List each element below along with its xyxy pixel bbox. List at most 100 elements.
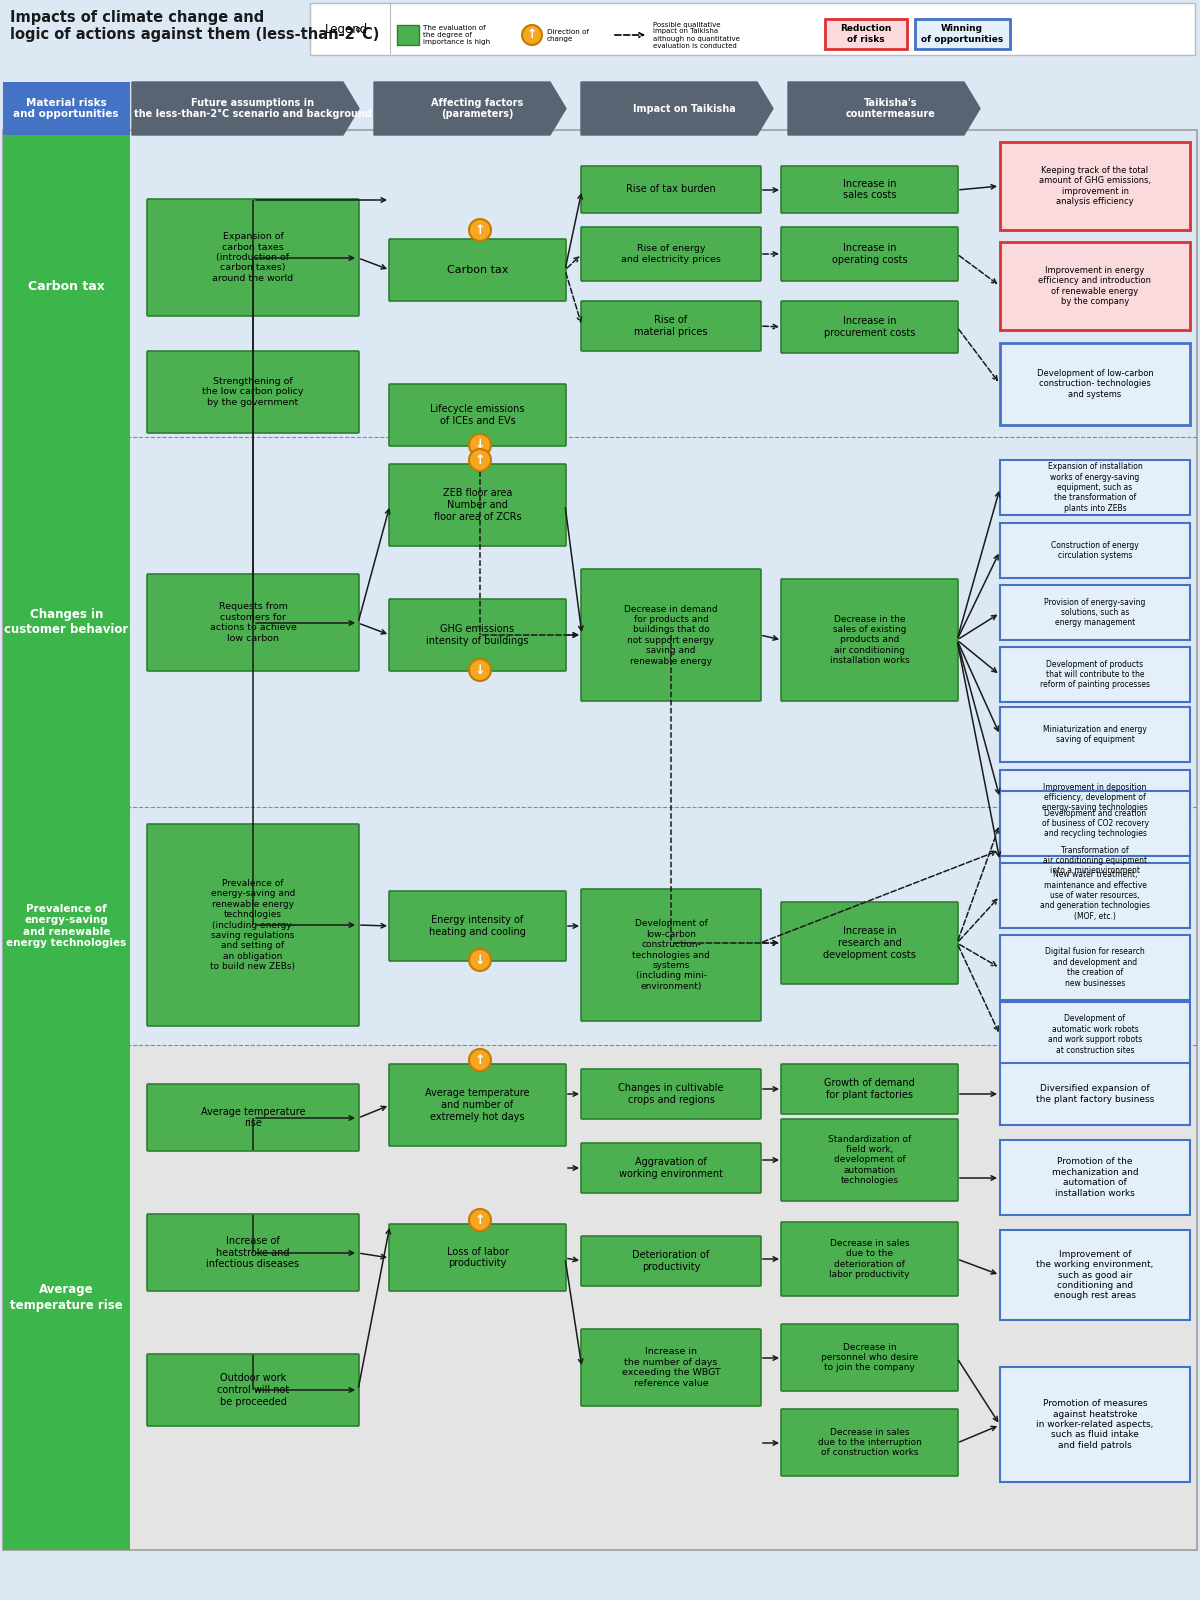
Bar — [1000, 342, 1190, 426]
Text: Promotion of the
mechanization and
automation of
installation works: Promotion of the mechanization and autom… — [1051, 1157, 1139, 1197]
Text: Deterioration of
productivity: Deterioration of productivity — [632, 1250, 709, 1272]
Text: Affecting factors
(parameters): Affecting factors (parameters) — [431, 98, 523, 120]
Text: Promotion of measures
against heatstroke
in worker-related aspects,
such as flui: Promotion of measures against heatstroke… — [1037, 1398, 1153, 1450]
Circle shape — [469, 1210, 491, 1230]
Text: Future assumptions in
the less-than-2°C scenario and background: Future assumptions in the less-than-2°C … — [133, 98, 372, 120]
Text: Rise of
material prices: Rise of material prices — [635, 315, 708, 336]
Text: Increase in
research and
development costs: Increase in research and development cos… — [823, 926, 916, 960]
Bar — [2, 82, 130, 134]
FancyBboxPatch shape — [781, 301, 958, 354]
Text: ↑: ↑ — [475, 224, 485, 237]
Bar — [1000, 646, 1190, 702]
Text: Increase in
procurement costs: Increase in procurement costs — [824, 317, 916, 338]
Circle shape — [469, 434, 491, 456]
Text: Growth of demand
for plant factories: Growth of demand for plant factories — [824, 1078, 914, 1099]
FancyBboxPatch shape — [781, 166, 958, 213]
Bar — [2, 1045, 1198, 1550]
FancyBboxPatch shape — [148, 574, 359, 670]
Text: Aggravation of
working environment: Aggravation of working environment — [619, 1157, 722, 1179]
FancyBboxPatch shape — [781, 1118, 958, 1202]
Text: Transformation of
air conditioning equipment
into a minienvironment: Transformation of air conditioning equip… — [1043, 845, 1147, 875]
Circle shape — [469, 1050, 491, 1070]
Bar — [1000, 586, 1190, 640]
FancyBboxPatch shape — [781, 902, 958, 984]
Circle shape — [469, 219, 491, 242]
Text: Average temperature
and number of
extremely hot days: Average temperature and number of extrem… — [425, 1088, 529, 1122]
FancyBboxPatch shape — [781, 1222, 958, 1296]
Text: Impacts of climate change and
logic of actions against them (less-than-2°C): Impacts of climate change and logic of a… — [10, 10, 379, 43]
Bar — [1000, 834, 1190, 888]
Text: Development of products
that will contribute to the
reform of painting processes: Development of products that will contri… — [1040, 659, 1150, 690]
Text: Increase in
sales costs: Increase in sales costs — [842, 179, 896, 200]
FancyBboxPatch shape — [781, 227, 958, 282]
Text: Development of
low-carbon
construction-
technologies and
systems
(including mini: Development of low-carbon construction- … — [632, 920, 710, 990]
Text: ↑: ↑ — [475, 1053, 485, 1067]
FancyBboxPatch shape — [581, 1330, 761, 1406]
Bar — [1000, 790, 1190, 856]
Text: Carbon tax: Carbon tax — [446, 266, 509, 275]
FancyArrow shape — [788, 82, 980, 134]
Text: ↓: ↓ — [475, 954, 485, 966]
Text: Lifecycle emissions
of ICEs and EVs: Lifecycle emissions of ICEs and EVs — [431, 405, 524, 426]
Bar — [1000, 1139, 1190, 1214]
FancyBboxPatch shape — [389, 1064, 566, 1146]
Text: Improvement of
the working environment,
such as good air
conditioning and
enough: Improvement of the working environment, … — [1037, 1250, 1153, 1301]
FancyBboxPatch shape — [781, 579, 958, 701]
Bar — [1000, 707, 1190, 762]
Text: Outdoor work
control will not
be proceeded: Outdoor work control will not be proceed… — [217, 1373, 289, 1406]
Text: ↑: ↑ — [475, 453, 485, 467]
Text: Loss of labor
productivity: Loss of labor productivity — [446, 1246, 509, 1269]
Text: Decrease in sales
due to the
deterioration of
labor productivity: Decrease in sales due to the deteriorati… — [829, 1238, 910, 1278]
Bar — [1000, 461, 1190, 515]
Text: The evaluation of
the degree of
importance is high: The evaluation of the degree of importan… — [424, 26, 490, 45]
Bar — [1000, 1062, 1190, 1125]
FancyBboxPatch shape — [389, 238, 566, 301]
Bar — [1000, 1002, 1190, 1067]
FancyBboxPatch shape — [389, 464, 566, 546]
Text: Increase in
the number of days
exceeding the WBGT
reference value: Increase in the number of days exceeding… — [622, 1347, 720, 1387]
Bar — [916, 19, 1010, 50]
Bar — [826, 19, 907, 50]
Text: Improvement in deposition
efficiency, development of
energy-saving technologies: Improvement in deposition efficiency, de… — [1042, 782, 1148, 813]
Text: Improvement in energy
efficiency and introduction
of renewable energy
by the com: Improvement in energy efficiency and int… — [1038, 266, 1152, 306]
Text: Development of low-carbon
construction- technologies
and systems: Development of low-carbon construction- … — [1037, 370, 1153, 398]
Text: Direction of
change: Direction of change — [547, 29, 589, 42]
Text: Decrease in sales
due to the interruption
of construction works: Decrease in sales due to the interruptio… — [817, 1427, 922, 1458]
FancyBboxPatch shape — [148, 198, 359, 317]
Text: Decrease in demand
for products and
buildings that do
not support energy
saving : Decrease in demand for products and buil… — [624, 605, 718, 666]
Bar — [2, 130, 1198, 1550]
FancyBboxPatch shape — [389, 891, 566, 962]
FancyBboxPatch shape — [581, 227, 761, 282]
Text: Reduction
of risks: Reduction of risks — [840, 24, 892, 43]
FancyArrow shape — [581, 82, 773, 134]
Text: Expansion of installation
works of energy-saving
equipment, such as
the transfor: Expansion of installation works of energ… — [1048, 462, 1142, 512]
Bar — [310, 3, 1195, 54]
Text: Requests from
customers for
actions to achieve
low carbon: Requests from customers for actions to a… — [210, 602, 296, 643]
Circle shape — [469, 450, 491, 470]
Text: New water treatment,
maintenance and effective
use of water resources,
and gener: New water treatment, maintenance and eff… — [1040, 870, 1150, 920]
FancyBboxPatch shape — [581, 166, 761, 213]
Text: Prevalence of
energy-saving
and renewable
energy technologies: Prevalence of energy-saving and renewabl… — [6, 904, 127, 949]
FancyBboxPatch shape — [581, 570, 761, 701]
FancyBboxPatch shape — [581, 1069, 761, 1118]
Text: Expansion of
carbon taxes
(introduction of
carbon taxes)
around the world: Expansion of carbon taxes (introduction … — [212, 232, 294, 283]
Bar — [1000, 242, 1190, 330]
Text: ↑: ↑ — [527, 29, 538, 42]
Bar — [2, 437, 130, 806]
FancyBboxPatch shape — [148, 1214, 359, 1291]
Bar — [1000, 934, 1190, 1000]
Bar — [1000, 1230, 1190, 1320]
Text: Miniaturization and energy
saving of equipment: Miniaturization and energy saving of equ… — [1043, 725, 1147, 744]
FancyBboxPatch shape — [781, 1325, 958, 1390]
FancyBboxPatch shape — [148, 1354, 359, 1426]
FancyBboxPatch shape — [148, 350, 359, 434]
Text: Provision of energy-saving
solutions, such as
energy management: Provision of energy-saving solutions, su… — [1044, 598, 1146, 627]
Text: Digital fusion for research
and development and
the creation of
new businesses: Digital fusion for research and developm… — [1045, 947, 1145, 987]
FancyBboxPatch shape — [581, 1235, 761, 1286]
Text: Average
temperature rise: Average temperature rise — [10, 1283, 122, 1312]
Text: Decrease in
personnel who desire
to join the company: Decrease in personnel who desire to join… — [821, 1342, 918, 1373]
Text: GHG emissions
intensity of buildings: GHG emissions intensity of buildings — [426, 624, 529, 646]
Text: Construction of energy
circulation systems: Construction of energy circulation syste… — [1051, 541, 1139, 560]
FancyBboxPatch shape — [148, 1085, 359, 1150]
FancyBboxPatch shape — [581, 301, 761, 350]
